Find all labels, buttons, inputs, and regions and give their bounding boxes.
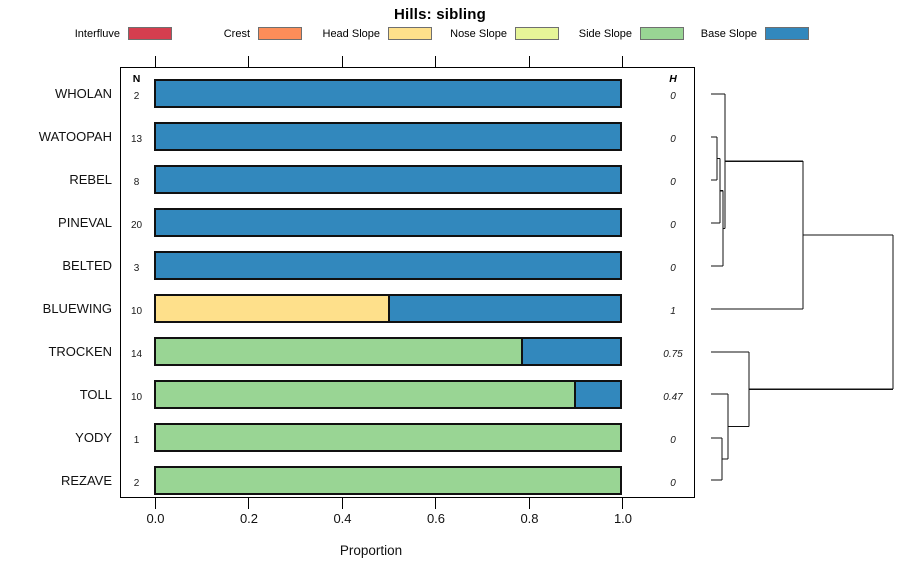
x-tick-bottom <box>435 498 437 509</box>
n-value: 10 <box>130 305 143 317</box>
n-value: 8 <box>133 176 140 188</box>
bar-segment <box>156 296 388 321</box>
x-tick-bottom <box>248 498 250 509</box>
h-value: 0 <box>670 262 676 274</box>
row-label: WATOOPAH <box>38 128 112 144</box>
n-column-header: N <box>132 73 141 85</box>
legend-label: Side Slope <box>578 28 632 40</box>
h-value: 0 <box>670 176 676 188</box>
bar-segment <box>156 210 620 235</box>
x-tick-bottom <box>154 498 156 509</box>
row-label: REZAVE <box>60 472 112 488</box>
legend-label: Crest <box>223 28 250 40</box>
bar-segment <box>156 81 620 106</box>
legend-swatch <box>765 27 809 40</box>
bar-segment <box>156 124 620 149</box>
bar-row <box>154 423 622 452</box>
n-value: 10 <box>130 391 143 403</box>
bar-row <box>154 294 622 323</box>
x-tick-label: 0.2 <box>239 511 259 526</box>
bar-segment <box>573 382 620 407</box>
legend-swatch <box>388 27 432 40</box>
n-value: 3 <box>133 262 140 274</box>
x-tick-label: 0.8 <box>520 511 539 526</box>
n-value: 13 <box>130 133 143 145</box>
x-tick-top <box>435 56 437 67</box>
legend-label: Nose Slope <box>450 28 507 40</box>
h-column-header: H <box>669 73 677 85</box>
x-tick-label: 0.4 <box>333 511 352 526</box>
bar-segment <box>156 382 574 407</box>
h-value: 1 <box>670 305 676 317</box>
h-value: 0 <box>670 434 676 446</box>
row-label: TOLL <box>79 386 112 402</box>
legend-swatch <box>640 27 684 40</box>
row-label: TROCKEN <box>48 343 112 359</box>
h-value: 0 <box>670 90 676 102</box>
legend-swatch <box>515 27 559 40</box>
row-label: PINEVAL <box>58 214 112 230</box>
chart-title: Hills: sibling <box>394 6 486 23</box>
bar-row <box>154 380 622 409</box>
legend-label: Interfluve <box>74 28 120 40</box>
h-value: 0 <box>670 133 676 145</box>
x-tick-bottom <box>528 498 530 509</box>
row-label: REBEL <box>69 171 112 187</box>
bar-row <box>154 251 622 280</box>
bar-segment <box>388 296 620 321</box>
x-tick-top <box>154 56 156 67</box>
x-tick-label: 0.6 <box>426 511 446 526</box>
bar-segment <box>156 339 521 364</box>
bar-row <box>154 208 622 237</box>
bar-row <box>154 337 622 366</box>
x-tick-bottom <box>341 498 343 509</box>
h-value: 0.75 <box>663 348 683 360</box>
n-value: 1 <box>133 434 140 446</box>
bar-segment <box>156 425 620 450</box>
x-tick-label: 0.0 <box>146 511 165 526</box>
bar-segment <box>156 167 620 192</box>
x-tick-label: 1.0 <box>613 511 633 526</box>
row-label: BELTED <box>62 257 112 273</box>
legend-label: Head Slope <box>322 28 381 40</box>
bar-row <box>154 165 622 194</box>
legend-label: Base Slope <box>700 28 757 40</box>
n-value: 2 <box>133 477 140 489</box>
legend-swatch <box>128 27 172 40</box>
x-tick-top <box>528 56 530 67</box>
x-tick-top <box>248 56 250 67</box>
h-value: 0 <box>670 219 676 231</box>
bar-segment <box>156 468 620 493</box>
x-axis-title: Proportion <box>339 543 403 558</box>
bar-segment <box>156 253 620 278</box>
n-value: 2 <box>133 90 140 102</box>
x-tick-bottom <box>622 498 624 509</box>
row-label: YODY <box>75 429 112 445</box>
row-label: BLUEWING <box>42 300 112 316</box>
h-value: 0.47 <box>663 391 683 403</box>
legend-swatch <box>258 27 302 40</box>
n-value: 14 <box>130 348 143 360</box>
bar-row <box>154 122 622 151</box>
n-value: 20 <box>130 219 143 231</box>
bar-row <box>154 466 622 495</box>
row-label: WHOLAN <box>54 85 112 101</box>
x-tick-top <box>341 56 343 67</box>
bar-row <box>154 79 622 108</box>
x-tick-top <box>622 56 624 67</box>
h-value: 0 <box>670 477 676 489</box>
bar-segment <box>520 339 620 364</box>
